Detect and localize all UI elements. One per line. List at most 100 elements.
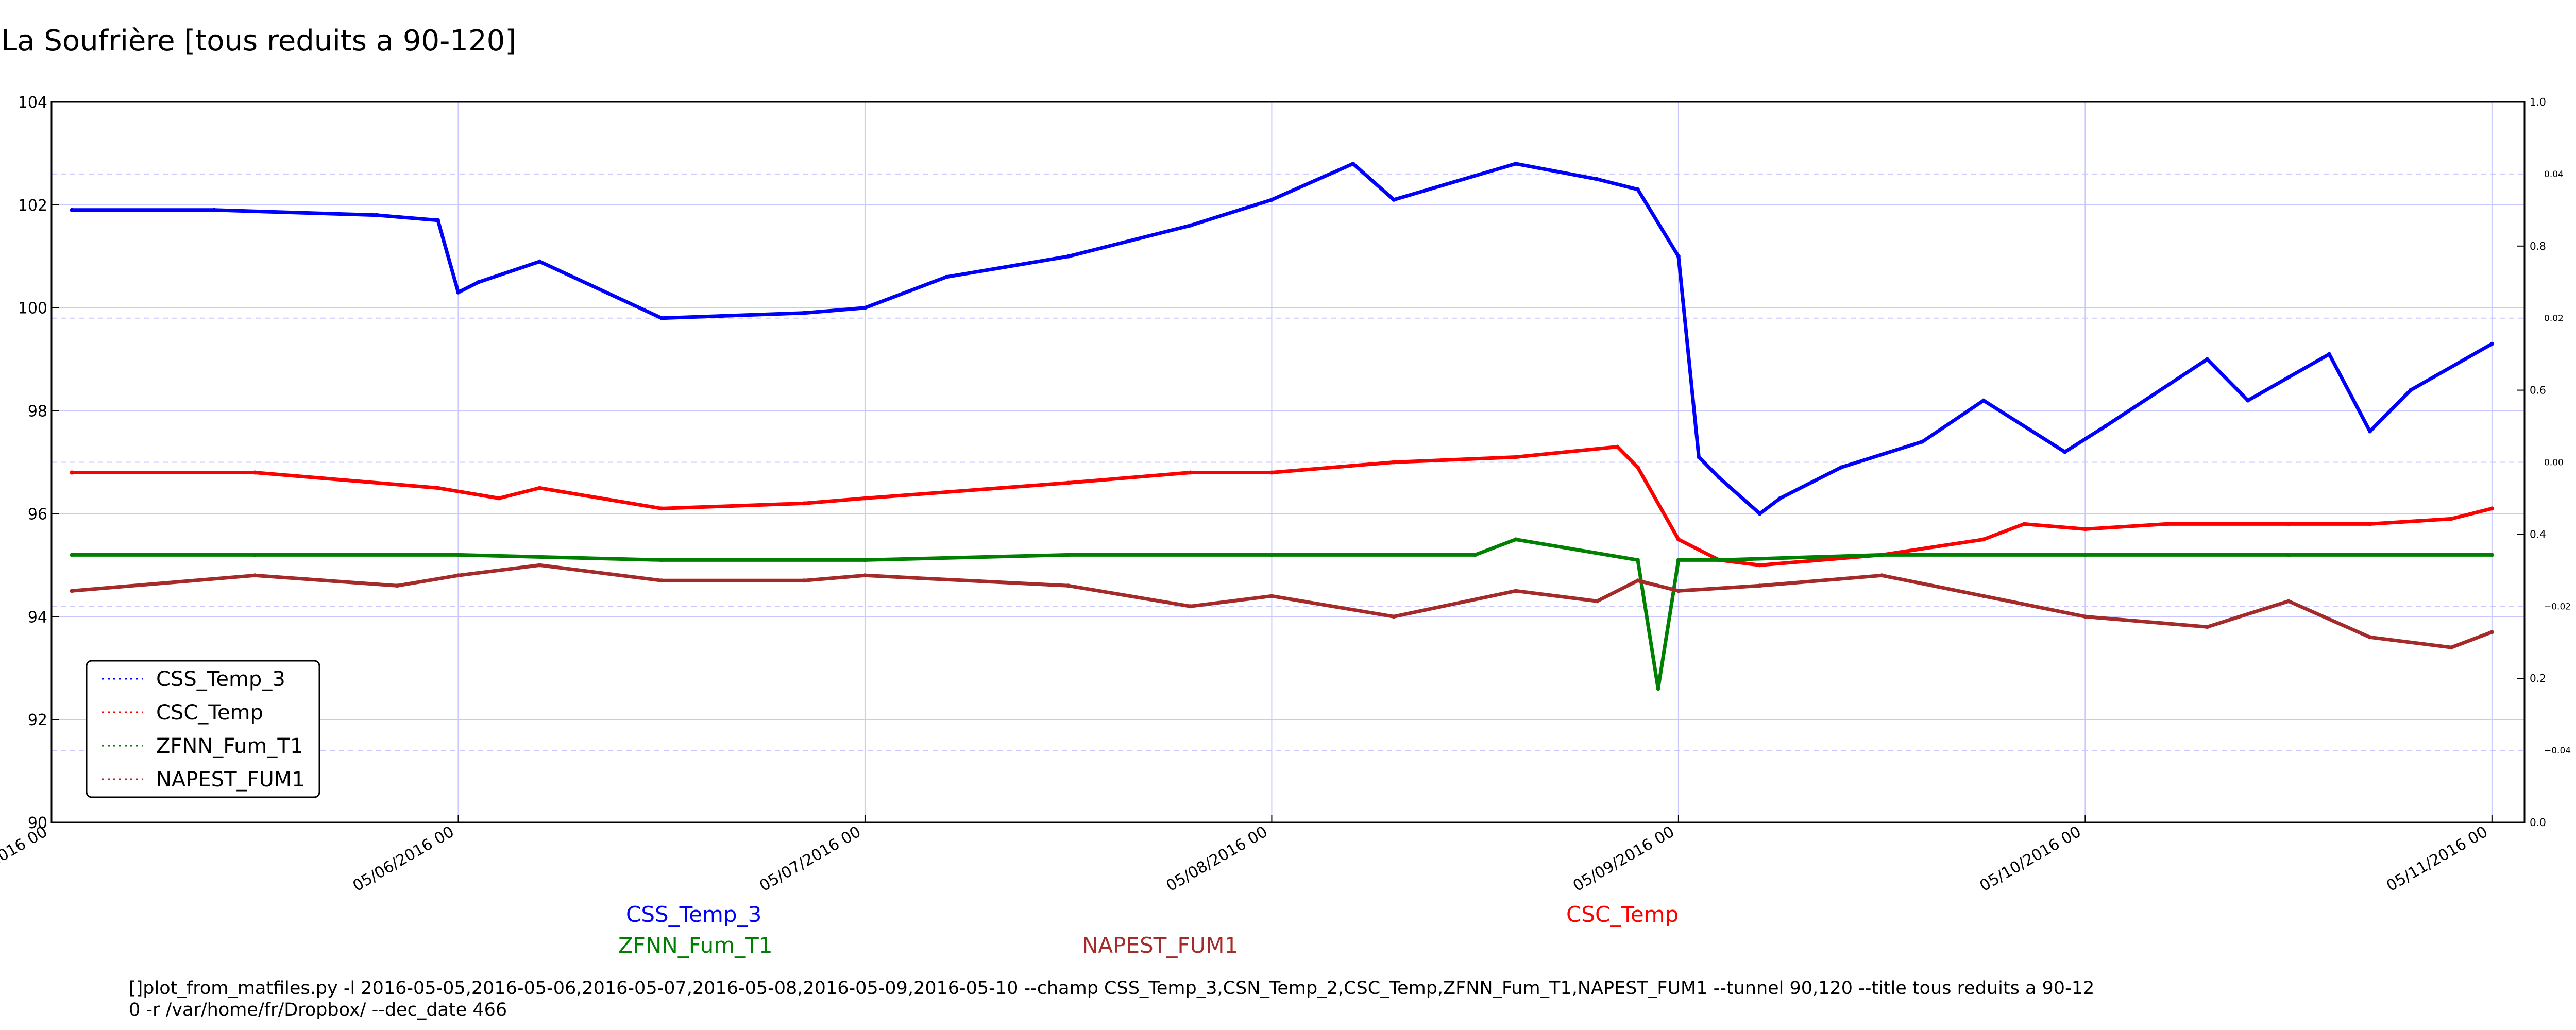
right-secondary-tick-label: −0.02 xyxy=(2544,602,2571,612)
data-point xyxy=(1879,573,1884,578)
data-point xyxy=(2449,645,2453,650)
data-point xyxy=(2083,614,2088,619)
legend-entry-label: CSC_Temp xyxy=(156,701,263,725)
data-point xyxy=(2368,522,2372,526)
data-point xyxy=(1697,455,1701,459)
data-point xyxy=(802,501,806,506)
data-point xyxy=(862,573,867,578)
data-point xyxy=(436,486,440,490)
data-point xyxy=(1066,583,1071,588)
legend-entry-label: ZFNN_Fum_T1 xyxy=(156,734,303,758)
data-point xyxy=(1757,583,1762,588)
y-tick-label: 92 xyxy=(28,711,47,729)
series-name-label: NAPEST_FUM1 xyxy=(1082,933,1238,958)
data-point xyxy=(2286,522,2291,526)
data-point xyxy=(1269,197,1274,202)
data-point xyxy=(1676,558,1681,562)
command-footer: []plot_from_matfiles.py -l 2016-05-05,20… xyxy=(129,978,2094,1020)
data-point xyxy=(70,589,74,593)
data-point xyxy=(1269,470,1274,475)
data-point xyxy=(1066,553,1071,557)
right-secondary-tick-label: 0.02 xyxy=(2544,314,2564,324)
data-point xyxy=(1879,553,1884,557)
data-point xyxy=(1269,594,1274,598)
data-point xyxy=(2449,517,2453,521)
data-point xyxy=(1635,465,1640,470)
legend-entry-label: CSS_Temp_3 xyxy=(156,667,285,691)
data-point xyxy=(2022,522,2026,526)
data-point xyxy=(1635,578,1640,583)
data-point xyxy=(1514,161,1518,166)
data-point xyxy=(70,470,74,475)
series-name-labels: CSS_Temp_3 ZFNN_Fum_T1 NAPEST_FUM1 CSC_Temp xyxy=(618,902,1679,958)
data-point xyxy=(659,316,664,320)
data-point xyxy=(944,274,948,279)
data-point xyxy=(862,305,867,310)
data-point xyxy=(2205,625,2210,629)
data-point xyxy=(2327,352,2332,356)
right-y-tick-label: 0.2 xyxy=(2530,672,2546,684)
plot-frame xyxy=(50,101,2526,823)
data-point xyxy=(436,218,440,222)
data-point xyxy=(252,553,257,557)
data-point xyxy=(862,558,867,562)
data-point xyxy=(2408,388,2413,392)
data-point xyxy=(1981,537,1986,542)
data-point xyxy=(1615,444,1620,449)
data-point xyxy=(1778,496,1783,501)
data-point xyxy=(2062,450,2067,454)
data-point xyxy=(2368,635,2372,640)
data-point xyxy=(2489,553,2494,557)
data-point xyxy=(2205,357,2210,362)
data-point xyxy=(537,486,542,490)
data-point xyxy=(1635,187,1640,192)
y-tick-label: 90 xyxy=(28,814,47,832)
data-point xyxy=(802,311,806,315)
y-tick-label: 102 xyxy=(18,197,47,215)
data-point xyxy=(395,583,400,588)
right-y-tick-label: 1.0 xyxy=(2530,96,2546,108)
data-point xyxy=(2246,398,2250,403)
right-y-tick-label: 0.6 xyxy=(2530,384,2546,397)
legend-box xyxy=(86,660,320,798)
data-point xyxy=(1656,686,1660,691)
y-tick-label: 98 xyxy=(28,403,47,421)
data-point xyxy=(1595,599,1599,604)
data-point xyxy=(2103,424,2108,428)
data-point xyxy=(1757,563,1762,568)
data-point xyxy=(1757,511,1762,516)
data-point xyxy=(1269,553,1274,557)
y-tick-label: 94 xyxy=(28,608,47,626)
data-point xyxy=(70,208,74,212)
data-point xyxy=(1514,455,1518,459)
legend: CSS_Temp_3 CSC_Temp ZFNN_Fum_T1 NAPEST_FUM1 xyxy=(86,660,320,798)
y-tick-label: 104 xyxy=(18,94,47,112)
right-y-tick-label: 0.8 xyxy=(2530,240,2546,252)
data-point xyxy=(1066,254,1071,259)
series-layer xyxy=(70,161,2494,691)
right-y-tick-label: 0.0 xyxy=(2530,816,2546,829)
footer-line: 0 -r /var/home/fr/Dropbox/ --dec_date 46… xyxy=(129,1000,507,1020)
data-point xyxy=(862,496,867,501)
data-point xyxy=(2083,527,2088,531)
series-name-label: CSS_Temp_3 xyxy=(626,902,761,927)
data-point xyxy=(2083,553,2088,557)
chart-title: La Soufrière [tous reduits a 90-120] xyxy=(1,24,516,58)
data-point xyxy=(2489,506,2494,511)
data-point xyxy=(1392,460,1396,465)
data-point xyxy=(1839,465,1843,470)
data-point xyxy=(1514,589,1518,593)
data-point xyxy=(375,213,379,217)
data-point xyxy=(1920,439,1925,444)
data-point xyxy=(1717,558,1721,562)
data-point xyxy=(1635,558,1640,562)
data-point xyxy=(1676,537,1681,542)
data-point xyxy=(456,290,461,295)
data-point xyxy=(1676,589,1681,593)
data-point xyxy=(1717,475,1721,480)
data-point xyxy=(1473,553,1478,557)
legend-entry-label: NAPEST_FUM1 xyxy=(156,768,305,792)
right-secondary-tick-label: 0.04 xyxy=(2544,169,2564,180)
data-point xyxy=(456,553,461,557)
